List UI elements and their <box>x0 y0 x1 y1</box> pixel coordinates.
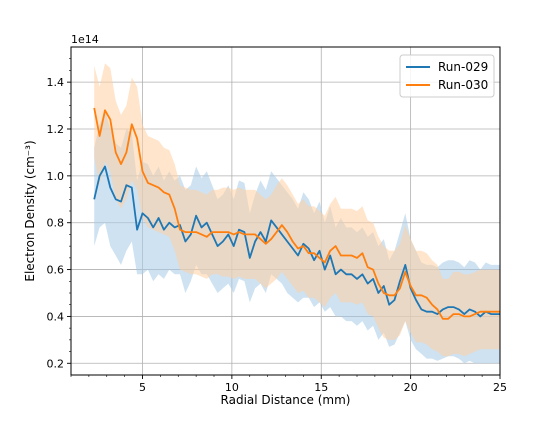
y-tick-label: 1.0 <box>47 170 65 183</box>
axis-ticks: 5 10 15 20 25 0.2 0.4 0.6 0.8 1.0 1.2 1.4 <box>47 58 507 394</box>
x-tick-label: 25 <box>493 381 507 394</box>
legend: Run-029 Run-030 <box>399 54 495 98</box>
x-axis-label: Radial Distance (mm) <box>221 393 351 407</box>
x-tick-label: 20 <box>404 381 418 394</box>
x-tick-label: 5 <box>139 381 146 394</box>
y-tick-label: 0.6 <box>47 264 65 277</box>
y-axis-label: Electron Density (cm⁻³) <box>23 140 37 281</box>
x-tick-label: 15 <box>314 381 328 394</box>
y-tick-label: 0.2 <box>47 357 65 370</box>
series-line-run-030 <box>93 107 500 320</box>
series-line-run-029 <box>93 165 500 318</box>
y-tick-label: 1.2 <box>47 123 65 136</box>
legend-box <box>399 54 495 98</box>
series-lines <box>93 107 500 320</box>
y-axis-offset-label: 1e14 <box>71 33 99 46</box>
y-tick-label: 0.4 <box>47 310 65 323</box>
legend-label-run-029: Run-029 <box>438 60 488 74</box>
confidence-bands <box>94 63 500 364</box>
y-tick-label: 0.8 <box>47 217 65 230</box>
x-tick-label: 10 <box>225 381 239 394</box>
legend-label-run-030: Run-030 <box>438 78 488 92</box>
y-tick-label: 1.4 <box>47 76 65 89</box>
